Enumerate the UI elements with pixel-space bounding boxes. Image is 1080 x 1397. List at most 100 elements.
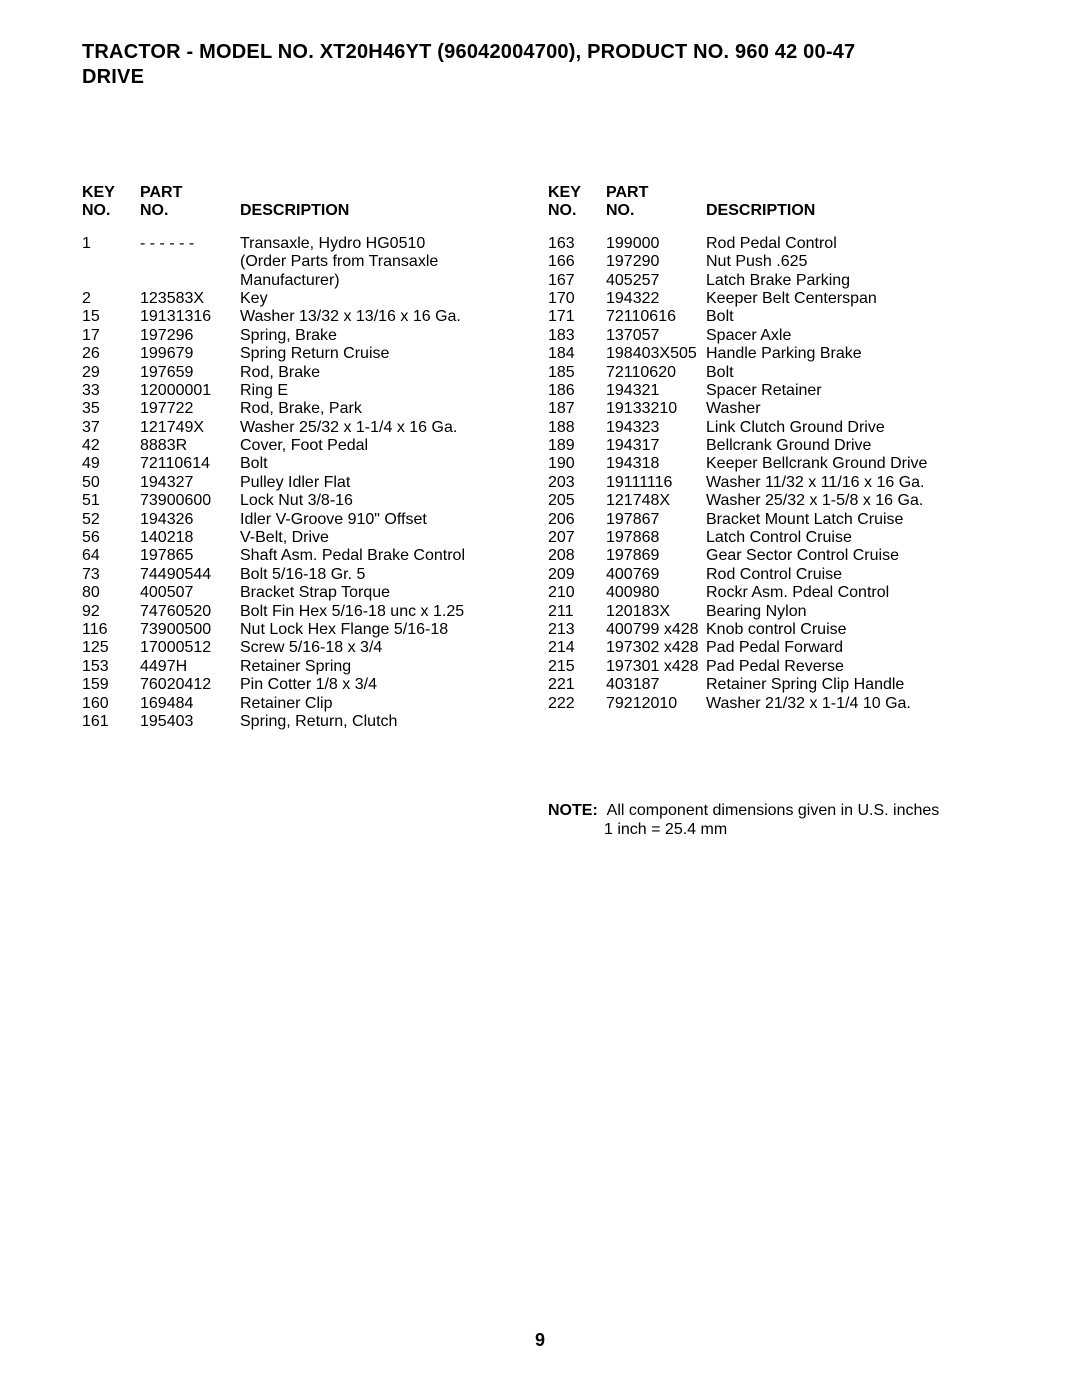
cell-key: 161	[82, 713, 140, 731]
cell-part: - - - - - -	[140, 235, 240, 253]
hdr-key-top: KEY	[548, 184, 581, 201]
hdr-desc: DESCRIPTION	[706, 202, 815, 219]
cell-part	[140, 253, 240, 271]
cell-desc: Key	[240, 290, 512, 308]
cell-part: 194322	[606, 290, 706, 308]
cell-key: 213	[548, 621, 606, 639]
table-row: 15976020412Pin Cotter 1/8 x 3/4	[82, 676, 512, 694]
cell-key: 190	[548, 455, 606, 473]
cell-part: 197722	[140, 400, 240, 418]
cell-desc: Gear Sector Control Cruise	[706, 547, 988, 565]
cell-part: 72110614	[140, 455, 240, 473]
cell-desc: Rod Pedal Control	[706, 235, 988, 253]
cell-desc: Bellcrank Ground Drive	[706, 437, 988, 455]
table-row: 26199679Spring Return Cruise	[82, 345, 512, 363]
table-row: 37121749XWasher 25/32 x 1-1/4 x 16 Ga.	[82, 419, 512, 437]
hdr-desc: DESCRIPTION	[240, 202, 349, 219]
cell-part: 73900600	[140, 492, 240, 510]
table-row: 1519131316Washer 13/32 x 13/16 x 16 Ga.	[82, 308, 512, 326]
table-row: (Order Parts from Transaxle	[82, 253, 512, 271]
table-row: 18572110620Bolt	[548, 364, 988, 382]
column-header: KEY NO. PART NO. DESCRIPTION	[82, 184, 512, 221]
cell-part: 400769	[606, 566, 706, 584]
cell-key: 208	[548, 547, 606, 565]
cell-part: 197865	[140, 547, 240, 565]
cell-part: 197869	[606, 547, 706, 565]
cell-key: 51	[82, 492, 140, 510]
cell-key: 64	[82, 547, 140, 565]
cell-part: 197301 x428	[606, 658, 706, 676]
cell-part: 76020412	[140, 676, 240, 694]
table-row: 170194322Keeper Belt Centerspan	[548, 290, 988, 308]
cell-part: 123583X	[140, 290, 240, 308]
cell-key: 187	[548, 400, 606, 418]
table-row: 210400980Rockr Asm. Pdeal Control	[548, 584, 988, 602]
cell-part: 194326	[140, 511, 240, 529]
rows-left: 1- - - - - -Transaxle, Hydro HG0510(Orde…	[82, 235, 512, 732]
table-row: 428883RCover, Foot Pedal	[82, 437, 512, 455]
cell-part: 19133210	[606, 400, 706, 418]
cell-key: 33	[82, 382, 140, 400]
page-title: TRACTOR - MODEL NO. XT20H46YT (960420047…	[82, 40, 998, 90]
table-row: 186194321Spacer Retainer	[548, 382, 988, 400]
cell-key: 1	[82, 235, 140, 253]
title-line2: DRIVE	[82, 66, 144, 88]
cell-part: 195403	[140, 713, 240, 731]
cell-part: 194323	[606, 419, 706, 437]
cell-part: 400799 x428	[606, 621, 706, 639]
cell-key: 166	[548, 253, 606, 271]
cell-part: 194327	[140, 474, 240, 492]
cell-part: 19111116	[606, 474, 706, 492]
table-row: 17172110616Bolt	[548, 308, 988, 326]
cell-desc: Rockr Asm. Pdeal Control	[706, 584, 988, 602]
table-row: 205121748XWasher 25/32 x 1-5/8 x 16 Ga.	[548, 492, 988, 510]
cell-desc: Spacer Retainer	[706, 382, 988, 400]
cell-part: 8883R	[140, 437, 240, 455]
cell-part: 197868	[606, 529, 706, 547]
cell-part: 19131316	[140, 308, 240, 326]
table-row: 18719133210Washer	[548, 400, 988, 418]
cell-desc: Pad Pedal Reverse	[706, 658, 988, 676]
cell-part: 12000001	[140, 382, 240, 400]
cell-key: 183	[548, 327, 606, 345]
table-row: 56140218V-Belt, Drive	[82, 529, 512, 547]
cell-desc: Cover, Foot Pedal	[240, 437, 512, 455]
column-header: KEY NO. PART NO. DESCRIPTION	[548, 184, 988, 221]
cell-part: 405257	[606, 272, 706, 290]
cell-desc: Keeper Bellcrank Ground Drive	[706, 455, 988, 473]
cell-desc: Transaxle, Hydro HG0510	[240, 235, 512, 253]
cell-desc: (Order Parts from Transaxle	[240, 253, 512, 271]
cell-part: 400980	[606, 584, 706, 602]
table-row: 29197659Rod, Brake	[82, 364, 512, 382]
table-row: 50194327Pulley Idler Flat	[82, 474, 512, 492]
cell-desc: Spring Return Cruise	[240, 345, 512, 363]
table-row: 161195403Spring, Return, Clutch	[82, 713, 512, 731]
cell-desc: Lock Nut 3/8-16	[240, 492, 512, 510]
cell-desc: Retainer Clip	[240, 695, 512, 713]
table-row: 4972110614Bolt	[82, 455, 512, 473]
cell-desc: Washer 25/32 x 1-1/4 x 16 Ga.	[240, 419, 512, 437]
cell-desc: Rod Control Cruise	[706, 566, 988, 584]
cell-part: 4497H	[140, 658, 240, 676]
hdr-part-top: PART	[140, 184, 182, 201]
table-row: 221403187Retainer Spring Clip Handle	[548, 676, 988, 694]
table-row: 7374490544Bolt 5/16-18 Gr. 5	[82, 566, 512, 584]
cell-key: 73	[82, 566, 140, 584]
cell-desc: Nut Lock Hex Flange 5/16-18	[240, 621, 512, 639]
cell-key: 29	[82, 364, 140, 382]
table-row: 35197722Rod, Brake, Park	[82, 400, 512, 418]
cell-part: 197302 x428	[606, 639, 706, 657]
cell-key: 221	[548, 676, 606, 694]
hdr-part-top: PART	[606, 184, 648, 201]
table-row: 17197296Spring, Brake	[82, 327, 512, 345]
cell-key: 205	[548, 492, 606, 510]
hdr-key-top: KEY	[82, 184, 115, 201]
cell-key: 37	[82, 419, 140, 437]
title-line1: TRACTOR - MODEL NO. XT20H46YT (960420047…	[82, 41, 855, 63]
table-row: 206197867Bracket Mount Latch Cruise	[548, 511, 988, 529]
cell-desc: Bolt 5/16-18 Gr. 5	[240, 566, 512, 584]
table-row: 1- - - - - -Transaxle, Hydro HG0510	[82, 235, 512, 253]
table-row: 64197865Shaft Asm. Pedal Brake Control	[82, 547, 512, 565]
cell-key: 2	[82, 290, 140, 308]
cell-desc: Spring, Return, Clutch	[240, 713, 512, 731]
